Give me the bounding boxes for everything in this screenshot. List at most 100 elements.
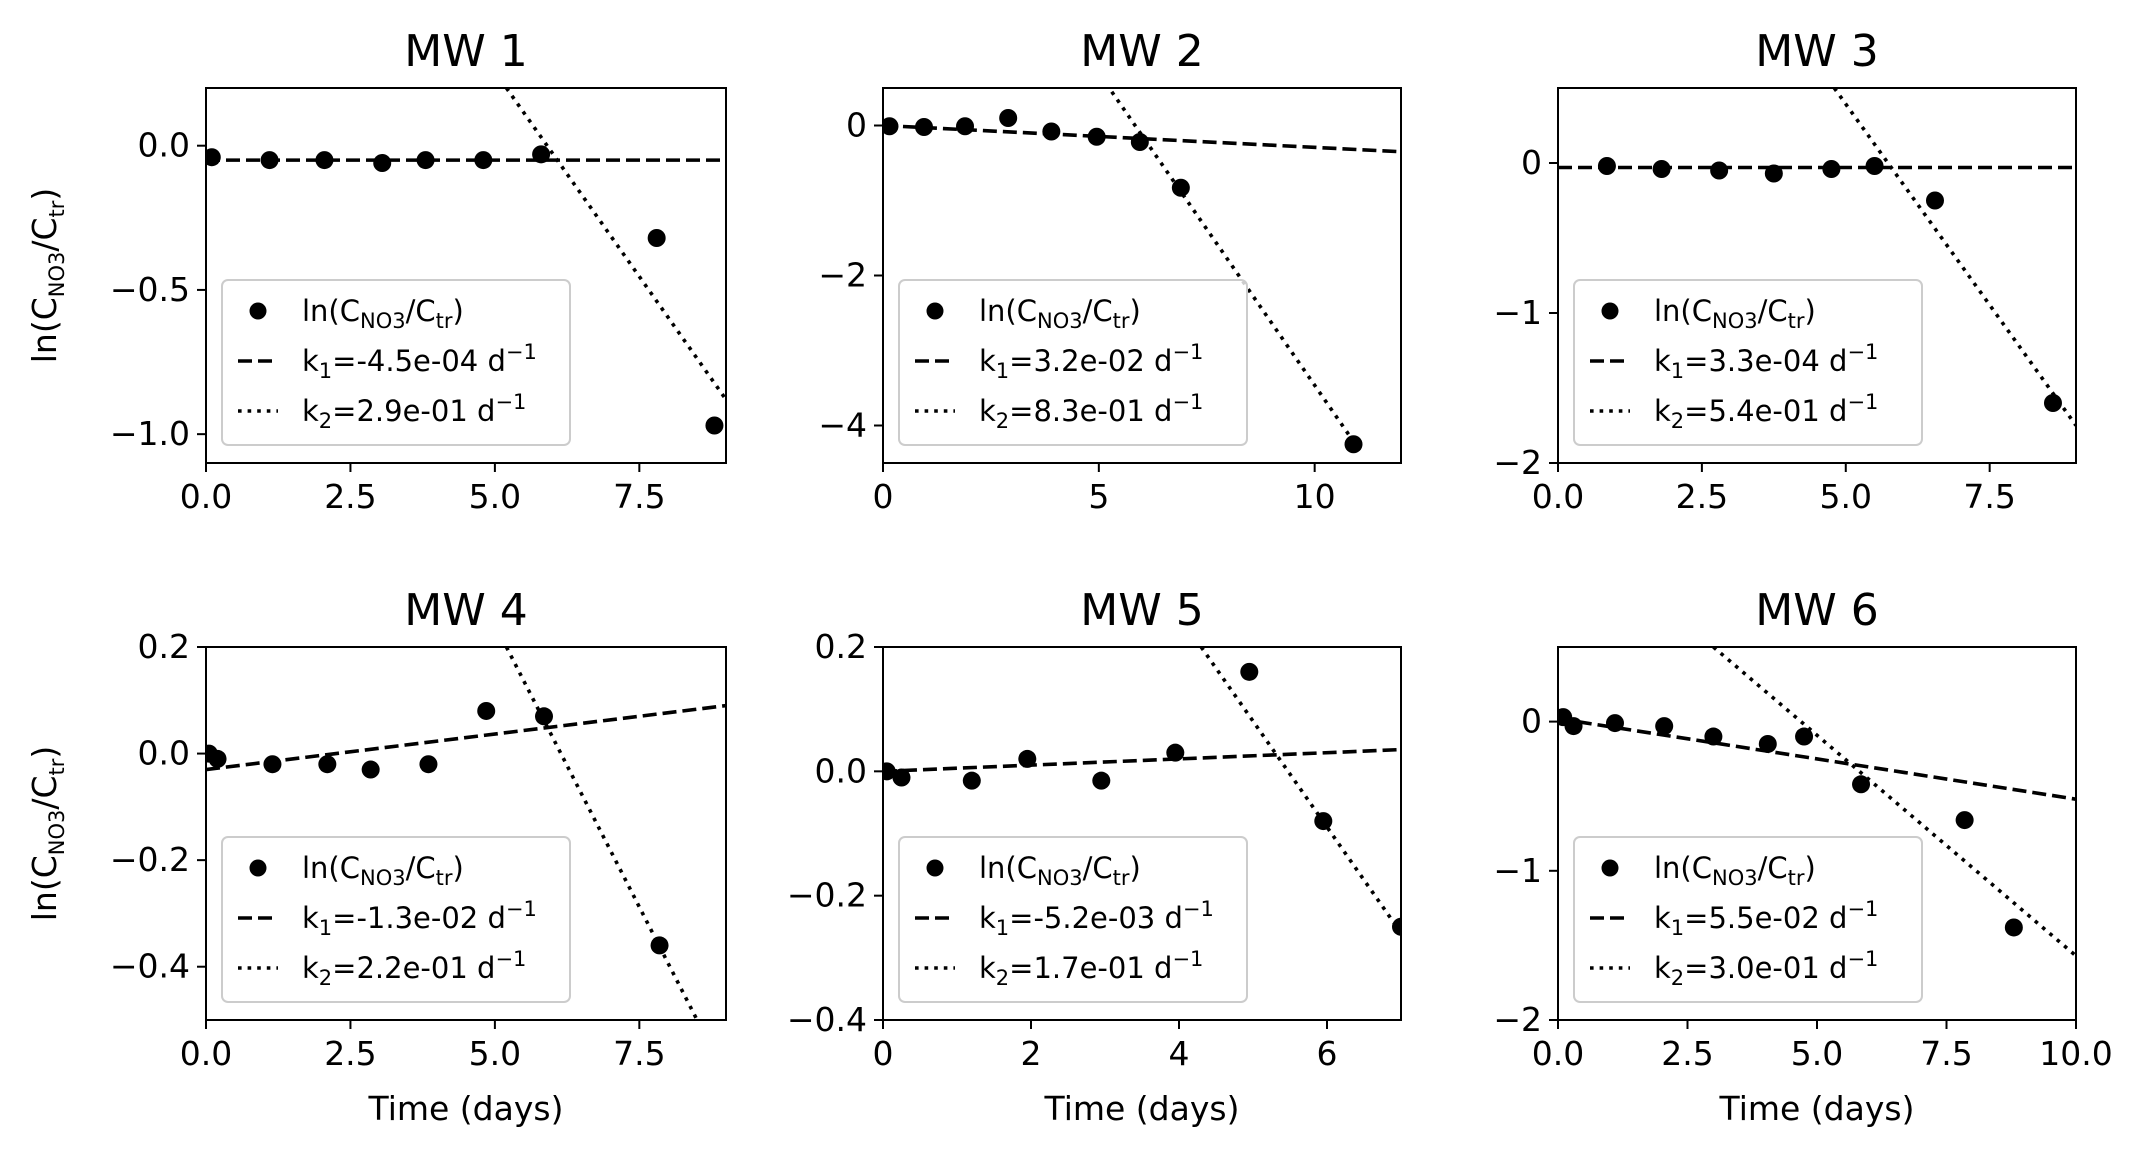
- legend-label-k2: k2=8.3e-01 d−1: [979, 390, 1203, 433]
- y-axis-label: ln(CNO3/Ctr): [25, 746, 69, 922]
- legend-points-sub2: tr: [1113, 866, 1130, 890]
- legend-k1-value: =5.5e-02 d: [1684, 901, 1847, 935]
- legend-k2-exp: −1: [1847, 390, 1878, 414]
- legend-box: [1573, 279, 1923, 446]
- legend-k2-value: =8.3e-01 d: [1009, 394, 1172, 428]
- data-point: [1240, 662, 1259, 681]
- legend-points-sub2: tr: [436, 866, 453, 890]
- x-tick-label: 2.5: [324, 477, 376, 516]
- legend: ln(CNO3/Ctr)k1=3.2e-02 d−1k2=8.3e-01 d−1: [898, 279, 1248, 446]
- data-point: [1042, 122, 1061, 141]
- fit-line-k1: [206, 703, 726, 772]
- y-label-mid: /C: [25, 775, 64, 809]
- y-tick-label: 0: [846, 106, 867, 145]
- legend-label-k2: k2=3.0e-01 d−1: [1654, 947, 1878, 990]
- x-tick-label: 2.5: [324, 1034, 376, 1073]
- plot-area: [1558, 647, 2076, 958]
- legend-points-sub: NO3: [1712, 309, 1758, 333]
- legend-k1-exp: −1: [1183, 897, 1214, 921]
- legend-k2-sub: 2: [1671, 409, 1684, 433]
- legend-k2-prefix: k: [979, 394, 996, 428]
- y-tick-label: −0.4: [787, 1000, 867, 1039]
- legend-points-end: ): [453, 294, 464, 328]
- x-tick-label: 6: [1317, 1034, 1338, 1073]
- data-point: [1605, 714, 1624, 733]
- axes-frame: [205, 646, 727, 1021]
- legend-k2-prefix: k: [979, 951, 996, 985]
- y-label-main: ln(C: [25, 855, 64, 921]
- subplot-5: 0 2 4 6 0.2 0.0 −0.2 −0.4 MW 5 Time (days) ln(CNO3…: [787, 585, 1402, 1128]
- y-tick-label: 0.0: [815, 751, 867, 790]
- data-point: [1392, 917, 1401, 936]
- y-tick-label: −0.2: [787, 876, 867, 915]
- data-point: [647, 229, 666, 247]
- legend-k2-sub: 2: [996, 409, 1009, 433]
- data-point: [1314, 812, 1333, 831]
- axes-frame: [882, 646, 1402, 1021]
- data-point: [477, 701, 496, 720]
- legend-points-sub2: tr: [436, 309, 453, 333]
- legend-k2-value: =1.7e-01 d: [1009, 951, 1172, 985]
- legend-k1-exp: −1: [506, 340, 537, 364]
- data-point: [650, 936, 669, 955]
- legend: ln(CNO3/Ctr)k1=-4.5e-04 d−1k2=2.9e-01 d−…: [221, 279, 571, 446]
- y-label-sub: NO3: [45, 810, 69, 856]
- data-point: [1865, 157, 1884, 175]
- legend: ln(CNO3/Ctr)k1=5.5e-02 d−1k2=3.0e-01 d−1: [1573, 836, 1923, 1003]
- x-tick-label: 2.5: [1661, 1034, 1713, 1073]
- y-tick-label: −0.2: [110, 840, 190, 879]
- legend-k2-exp: −1: [1172, 947, 1203, 971]
- data-point: [1758, 734, 1777, 753]
- legend-points-main: ln(C: [979, 851, 1037, 885]
- fit-line-k2: [504, 647, 699, 1020]
- legend-label-k2: k2=5.4e-01 d−1: [1654, 390, 1878, 433]
- legend-point-marker: [926, 302, 944, 320]
- legend-points-end: ): [1805, 851, 1816, 885]
- y-tick-label: 0: [1521, 702, 1542, 741]
- data-point: [206, 148, 221, 167]
- legend-k1-prefix: k: [302, 901, 319, 935]
- legend-label-k2: k2=1.7e-01 d−1: [979, 947, 1203, 990]
- data-point: [1955, 811, 1974, 830]
- legend-k2-prefix: k: [302, 394, 319, 428]
- subplot-title: MW 4: [404, 585, 527, 636]
- x-tick-label: 7.5: [613, 477, 665, 516]
- data-point: [1344, 435, 1363, 454]
- legend-label-k1: k1=-5.2e-03 d−1: [979, 897, 1214, 940]
- legend-k1-prefix: k: [1654, 344, 1671, 378]
- data-point: [1092, 771, 1111, 790]
- data-point: [315, 151, 334, 170]
- y-label-end: ): [25, 746, 64, 759]
- legend-k1-value: =3.3e-04 d: [1684, 344, 1847, 378]
- legend-points-mid: /C: [406, 851, 436, 885]
- subplot-2: 0 5 100−2−4MW 2ln(CNO3/Ctr)k1=3.2e-02 d−1k…: [818, 26, 1402, 516]
- legend-k1-prefix: k: [1654, 901, 1671, 935]
- legend-box: [898, 836, 1248, 1003]
- x-tick-label: 0.0: [180, 1034, 232, 1073]
- y-label-sub: NO3: [45, 252, 69, 298]
- data-point: [535, 707, 553, 726]
- data-point: [1852, 775, 1871, 794]
- x-tick-label: 2.5: [1676, 477, 1728, 516]
- plot-area: [883, 90, 1401, 456]
- data-point: [962, 771, 981, 790]
- legend-k1-value: =-4.5e-04 d: [332, 344, 506, 378]
- fit-line-k2: [1832, 88, 2076, 427]
- data-point: [260, 151, 279, 170]
- x-tick-label: 0.0: [1532, 477, 1584, 516]
- legend-points-main: ln(C: [979, 294, 1037, 328]
- legend-k2-exp: −1: [1172, 390, 1203, 414]
- data-point: [1564, 717, 1583, 736]
- legend-points-sub: NO3: [1037, 866, 1083, 890]
- legend-k2-exp: −1: [495, 947, 526, 971]
- data-point: [1087, 127, 1106, 146]
- legend-k1-value: =-5.2e-03 d: [1009, 901, 1183, 935]
- legend-k2-sub: 2: [319, 409, 332, 433]
- legend-box: [221, 279, 571, 446]
- x-tick-label: 5: [1088, 477, 1109, 516]
- data-point: [2043, 394, 2062, 412]
- y-tick-label: −0.5: [110, 270, 190, 309]
- legend-points-end: ): [1805, 294, 1816, 328]
- data-point: [1925, 191, 1944, 210]
- data-point: [915, 118, 934, 136]
